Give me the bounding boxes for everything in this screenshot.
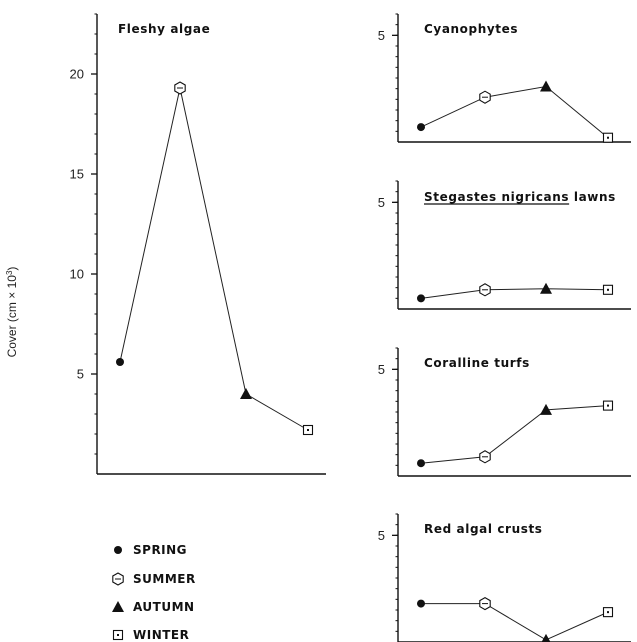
data-point-spring (417, 123, 425, 132)
legend-item-summer: SUMMER (112, 572, 196, 586)
data-point-winter-dot (607, 136, 609, 139)
chart-legend: SPRING SUMMER AUTUMN WINTER (112, 543, 196, 642)
data-point-autumn-shape (540, 282, 552, 294)
legend-marker-spring (114, 546, 122, 554)
legend-label-spring: SPRING (133, 543, 187, 557)
data-point-winter-dot (607, 404, 609, 407)
legend-item-winter: WINTER (112, 628, 189, 642)
data-point-winter-dot (607, 288, 609, 291)
legend-marker-winter-dot (117, 634, 119, 636)
data-point-autumn-shape (240, 388, 252, 399)
data-point-spring-shape (417, 459, 425, 468)
panel-4: 5 Coralline turfs (378, 347, 631, 477)
y-tick-label: 20 (70, 67, 84, 82)
y-tick-label: 5 (378, 528, 385, 543)
panel-5: 5 Red algal crusts (378, 513, 631, 642)
data-point-summer (479, 283, 491, 297)
series-line-2 (420, 85, 609, 139)
data-point-autumn (540, 403, 552, 415)
data-point-winter-dot (307, 429, 309, 431)
panel-title-2: Cyanophytes (424, 22, 518, 36)
y-tick-label: 5 (378, 28, 385, 43)
data-point-autumn (540, 80, 552, 92)
legend-marker-summer (112, 572, 124, 586)
legend-item-spring: SPRING (114, 543, 187, 557)
data-point-winter-dot (607, 611, 609, 614)
y-tick-label: 5 (77, 367, 84, 382)
data-point-winter (602, 400, 614, 411)
data-point-winter (302, 424, 314, 436)
legend-label-autumn: AUTUMN (133, 600, 195, 614)
data-point-summer (174, 81, 186, 95)
chart-panels: 5 10 15 20 Fleshy algae 5 Cyanophytes 5 Stegaste… (70, 13, 631, 642)
series-line-4 (420, 405, 609, 464)
y-axis-label-close: ) (5, 267, 19, 271)
data-point-summer (479, 450, 491, 464)
data-point-autumn-shape (540, 403, 552, 415)
data-point-winter (602, 284, 614, 295)
data-point-summer (479, 90, 491, 104)
y-tick-label: 10 (70, 267, 84, 282)
data-point-spring-shape (417, 123, 425, 132)
data-point-spring (417, 599, 425, 608)
legend-label-summer: SUMMER (133, 572, 196, 586)
legend-marker-spring-shape (114, 546, 122, 554)
data-point-summer (479, 596, 491, 611)
data-point-spring (116, 358, 124, 366)
data-point-autumn-shape (540, 80, 552, 92)
series-line-3 (420, 288, 609, 299)
legend-marker-autumn-shape (112, 601, 124, 612)
legend-label-winter: WINTER (133, 628, 189, 642)
y-tick-label: 15 (70, 167, 84, 182)
data-point-autumn-shape (541, 633, 551, 642)
legend-marker-winter (112, 629, 124, 641)
legend-marker-autumn (112, 601, 124, 612)
panel-2: 5 Cyanophytes (378, 13, 631, 143)
data-point-autumn (240, 388, 252, 399)
y-tick-label: 5 (378, 362, 385, 377)
data-point-spring-shape (116, 358, 124, 366)
y-axis-label: Cover (cm × 103) (5, 267, 20, 358)
series-line-1 (119, 87, 309, 431)
y-axis-label-text: Cover (cm × 10 (5, 275, 19, 358)
data-point-spring (417, 459, 425, 468)
panel-title-3: Stegastes nigricans lawns (424, 190, 616, 204)
data-point-spring-shape (417, 294, 425, 303)
series-line-5 (421, 603, 609, 641)
panel-1: 5 10 15 20 Fleshy algae (70, 13, 326, 475)
data-point-autumn (540, 282, 552, 294)
data-point-spring-shape (417, 599, 425, 608)
panel-title-5: Red algal crusts (424, 522, 543, 536)
legend-item-autumn: AUTUMN (112, 600, 195, 614)
data-point-winter (602, 132, 614, 143)
data-point-autumn (541, 633, 551, 642)
panel-title-4: Coralline turfs (424, 356, 530, 370)
y-tick-label: 5 (378, 195, 385, 210)
data-point-winter (602, 607, 614, 618)
data-point-spring (417, 294, 425, 303)
y-axis-label-sup: 3 (5, 270, 14, 275)
panel-title-1: Fleshy algae (118, 22, 210, 36)
